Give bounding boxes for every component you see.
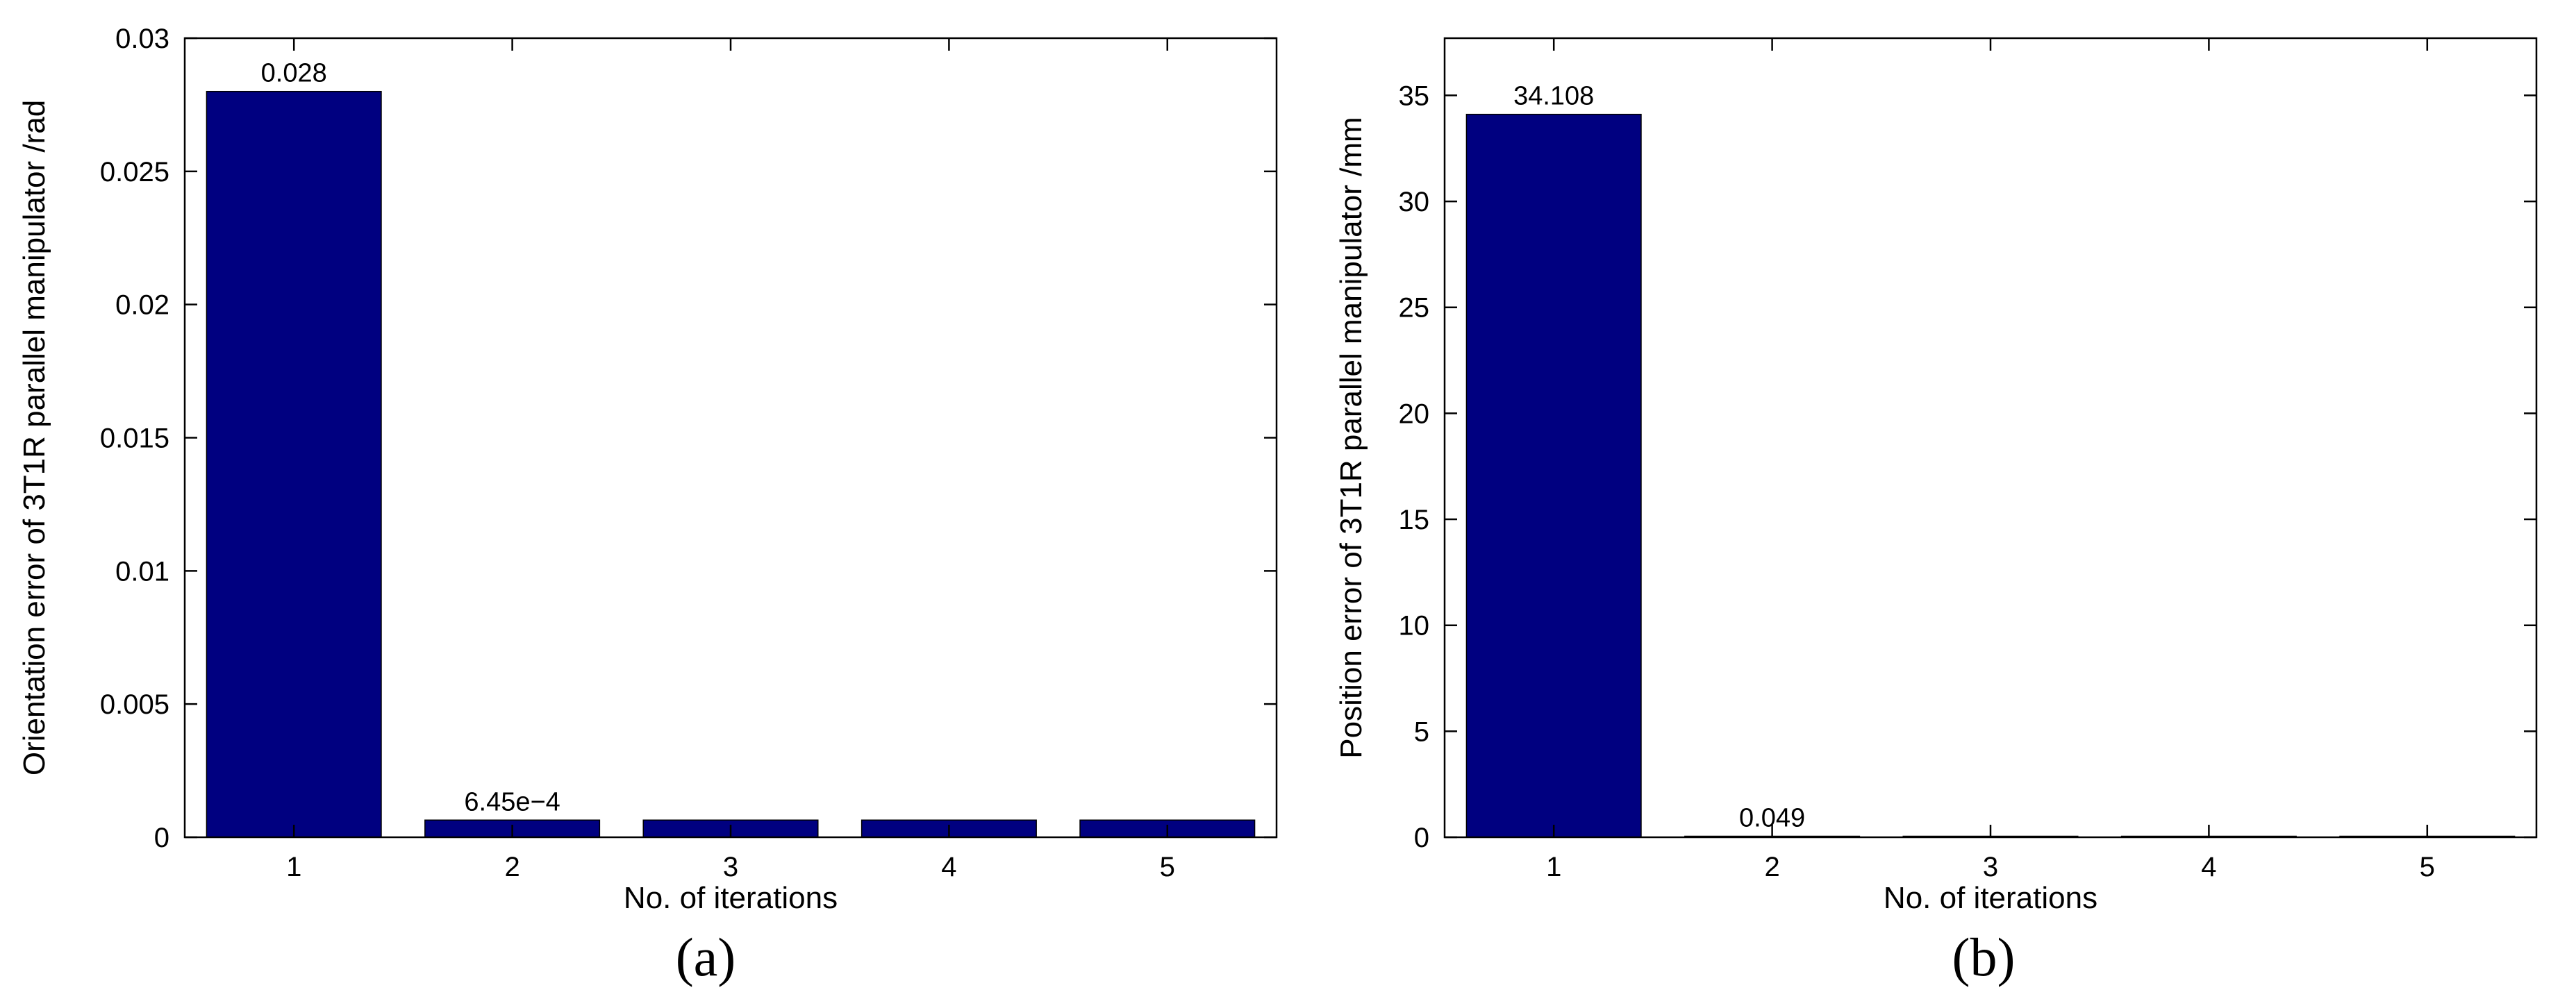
chart-b-xtick-label: 1 [1546, 852, 1561, 882]
chart-b-ytick-label: 5 [1414, 716, 1429, 747]
chart-b-ytick-label: 0 [1414, 823, 1429, 853]
chart-b-xtick-label: 4 [2201, 852, 2216, 882]
chart-a-ytick-label: 0.005 [100, 689, 169, 720]
chart-a-ytick-label: 0 [154, 823, 169, 853]
chart-b-xtick-label: 2 [1764, 852, 1779, 882]
chart-a-data-label-1: 0.028 [261, 59, 327, 88]
chart-a-xtick-label: 1 [286, 852, 301, 882]
chart-b-xtick-label: 5 [2420, 852, 2435, 882]
chart-a-ytick-label: 0.02 [115, 290, 169, 321]
chart-a-xtick-label: 5 [1160, 852, 1175, 882]
chart-a-ytick-label: 0.025 [100, 157, 169, 187]
chart-b: 0 5 10 15 20 25 30 35 1 2 3 4 5 34.108 0.049 No. of ite… [1334, 37, 2538, 987]
chart-b-bar-1 [1465, 113, 1642, 838]
chart-b-ytick-label: 25 [1399, 293, 1430, 324]
chart-a-xtick-label: 3 [723, 852, 738, 882]
chart-b-xlabel: No. of iterations [1884, 881, 2097, 915]
chart-b-ytick-label: 15 [1399, 505, 1430, 535]
chart-b-ylabel: Position error of 3T1R parallel manipula… [1334, 117, 1368, 758]
chart-b-data-label-1: 34.108 [1513, 82, 1594, 111]
chart-a-xlabel: No. of iterations [624, 881, 838, 915]
chart-a-xtick-label: 2 [504, 852, 520, 882]
chart-a: 0 0.005 0.01 0.015 0.02 0.025 0.03 1 2 3 4 5 0.028 6.… [17, 24, 1278, 987]
chart-a-ytick-label: 0.03 [115, 24, 169, 54]
chart-b-ytick-label: 30 [1399, 187, 1430, 217]
chart-a-data-label-2: 6.45e−4 [464, 787, 560, 816]
chart-b-ytick-label: 20 [1399, 398, 1430, 429]
chart-b-data-label-2: 0.049 [1739, 804, 1805, 833]
chart-a-xtick-label: 4 [941, 852, 956, 882]
chart-b-panel-label: (b) [1952, 927, 2016, 987]
chart-b-ytick-label: 10 [1399, 611, 1430, 641]
chart-a-ytick-label: 0.01 [115, 556, 169, 587]
chart-a-bar-1 [206, 90, 382, 838]
chart-a-ylabel: Orientation error of 3T1R parallel manip… [17, 100, 51, 775]
chart-a-ytick-label: 0.015 [100, 423, 169, 454]
chart-b-xtick-label: 3 [1983, 852, 1998, 882]
chart-a-panel-label: (a) [676, 927, 736, 987]
chart-b-ytick-label: 35 [1399, 81, 1430, 111]
